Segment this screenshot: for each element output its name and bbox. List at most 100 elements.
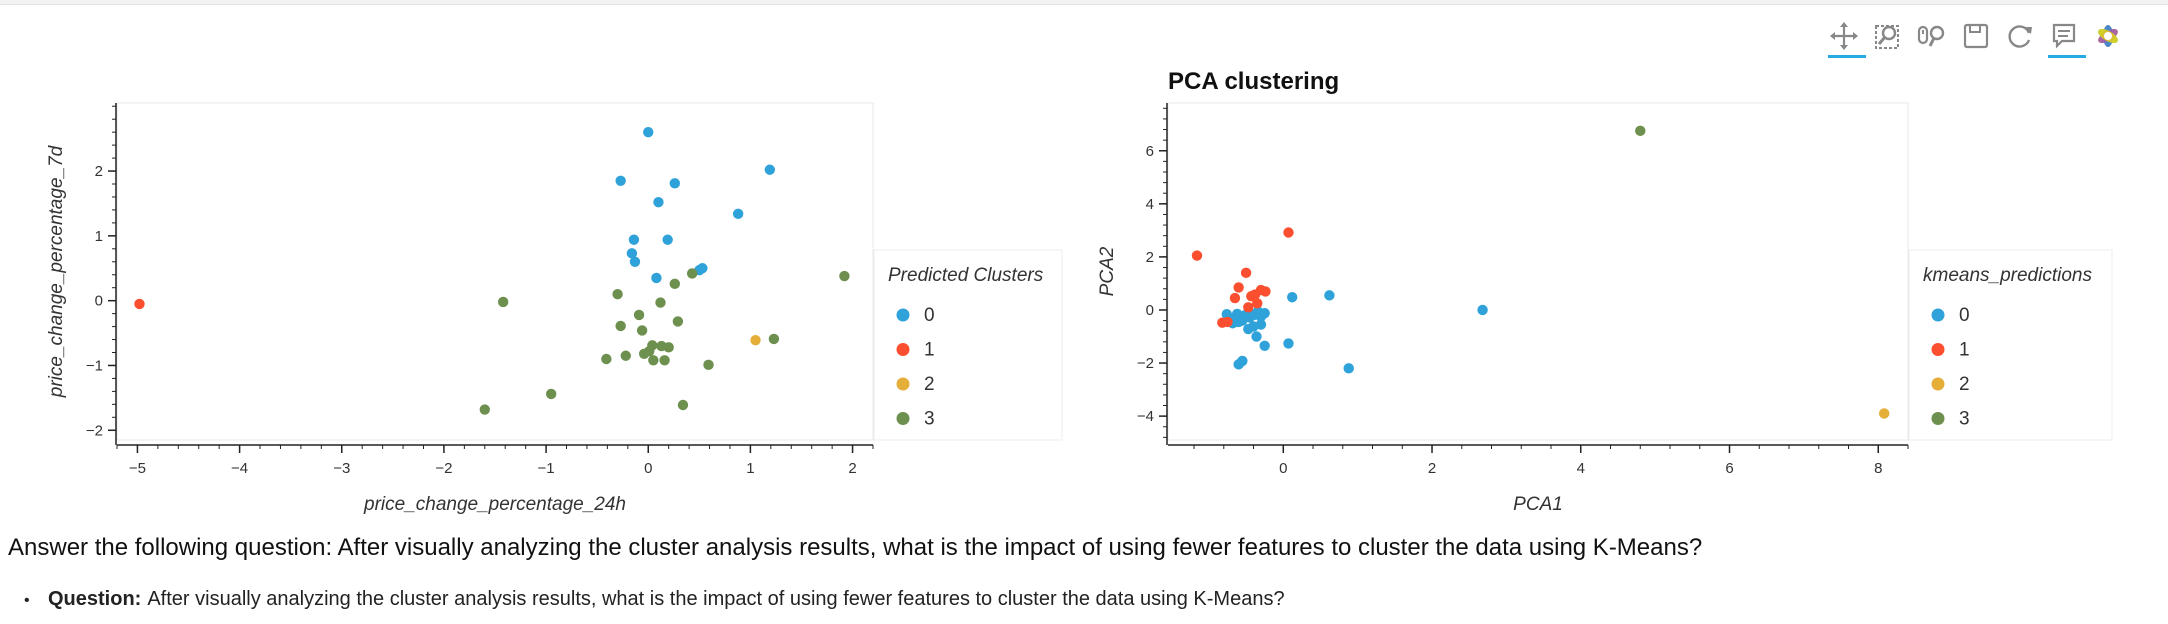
data-point-cluster-0 (1283, 338, 1294, 349)
data-point-cluster-0 (643, 126, 654, 138)
data-point-cluster-1 (1229, 292, 1241, 304)
data-point-cluster-1 (1260, 286, 1271, 297)
legend-swatch-1 (1931, 343, 1945, 356)
legend-label-1: 1 (924, 340, 935, 361)
legend-swatch-2 (1931, 377, 1945, 391)
legend-label-3: 3 (1959, 409, 1970, 430)
x-axis-label: PCA1 (1513, 494, 1563, 515)
data-point-cluster-3 (672, 316, 684, 327)
y-tick-label: 0 (95, 293, 103, 310)
legend-label-0: 0 (1959, 305, 1970, 326)
legend-label-3: 3 (924, 409, 935, 430)
x-tick-label: 2 (848, 460, 856, 477)
y-tick-label: −4 (1137, 408, 1154, 425)
data-point-cluster-3 (659, 355, 670, 366)
question-heading: Answer the following question: After vis… (8, 534, 1703, 561)
data-point-cluster-0 (1259, 340, 1270, 351)
data-point-cluster-1 (134, 298, 145, 310)
data-point-cluster-3 (648, 355, 659, 366)
y-tick-label: 4 (1146, 196, 1154, 213)
hover-tool-button[interactable] (2042, 16, 2086, 58)
plot-area (1167, 102, 1909, 441)
data-point-cluster-0 (615, 175, 626, 186)
question-text: After visually analyzing the cluster ana… (147, 588, 1285, 610)
data-point-cluster-3 (497, 296, 509, 308)
x-tick-label: 8 (1874, 460, 1882, 477)
y-tick-label: 2 (1146, 249, 1154, 266)
data-point-cluster-0 (1237, 315, 1248, 326)
x-tick-label: 1 (746, 460, 754, 477)
y-tick-label: 2 (95, 163, 103, 180)
data-point-cluster-3 (768, 333, 780, 345)
y-tick-label: −2 (86, 422, 103, 439)
data-point-cluster-3 (677, 399, 689, 411)
save-tool-button[interactable] (1954, 16, 1998, 56)
data-point-cluster-0 (651, 272, 662, 284)
data-point-cluster-1 (1191, 250, 1203, 261)
x-tick-label: −1 (538, 460, 555, 477)
bokeh-logo-icon (2098, 25, 2118, 47)
pan-tool-icon (1830, 22, 1858, 50)
data-point-cluster-3 (601, 353, 612, 365)
legend-swatch-0 (1931, 308, 1945, 322)
data-point-cluster-2 (1879, 408, 1890, 419)
save-tool-icon (1963, 23, 1989, 49)
y-tick-label: −2 (1137, 355, 1154, 372)
reset-tool-button[interactable] (1998, 16, 2042, 56)
x-tick-label: 4 (1577, 460, 1585, 477)
question-bullet: • Question: After visually analyzing the… (24, 588, 1285, 611)
box-zoom-tool-button[interactable] (1866, 16, 1910, 56)
data-point-cluster-3 (686, 268, 698, 279)
data-point-cluster-0 (732, 208, 744, 220)
pan-tool-button[interactable] (1822, 16, 1866, 58)
data-point-cluster-3 (663, 342, 674, 353)
wheel-zoom-tool-button[interactable] (1910, 16, 1954, 56)
y-tick-label: −1 (86, 357, 103, 374)
data-point-cluster-3 (620, 350, 631, 361)
data-point-cluster-1 (1233, 282, 1244, 293)
box-zoom-tool-icon (1875, 25, 1899, 49)
legend-swatch-3 (896, 412, 910, 425)
question-label: Question: (48, 588, 142, 610)
data-point-cluster-1 (1283, 227, 1294, 238)
data-point-cluster-0 (1255, 319, 1267, 330)
y-tick-label: 0 (1146, 302, 1154, 319)
x-tick-label: −3 (333, 460, 350, 477)
data-point-cluster-0 (764, 164, 776, 175)
y-axis-label: PCA2 (1097, 246, 1118, 296)
data-point-cluster-0 (669, 178, 681, 189)
data-point-cluster-1 (1243, 302, 1254, 313)
data-point-cluster-0 (662, 234, 673, 245)
bokeh-logo[interactable] (2086, 16, 2130, 56)
data-point-cluster-1 (1249, 289, 1261, 300)
data-point-cluster-0 (697, 263, 708, 274)
data-point-cluster-3 (615, 320, 626, 332)
hover-tool-icon (2052, 23, 2076, 49)
plot-area (116, 102, 874, 441)
data-point-cluster-3 (1635, 125, 1646, 137)
y-tick-label: 1 (95, 228, 103, 245)
y-axis-label: price_change_percentage_7d (46, 144, 67, 398)
chart-title: PCA clustering (1168, 68, 1339, 95)
legend-label-2: 2 (1959, 374, 1970, 395)
data-point-cluster-3 (633, 309, 645, 321)
legend-label-0: 0 (924, 305, 935, 326)
x-tick-label: 2 (1428, 460, 1436, 477)
data-point-cluster-3 (636, 325, 648, 336)
data-point-cluster-1 (1217, 317, 1228, 328)
data-point-cluster-0 (1287, 292, 1298, 303)
data-point-cluster-0 (653, 196, 664, 208)
data-point-cluster-1 (1252, 298, 1263, 309)
legend-swatch-3 (1931, 412, 1945, 425)
charts-canvas[interactable]: −5 −4 −3 −2 −1 0 1 2 −2 −1 0 1 2 price_change_percent… (0, 50, 2168, 520)
data-point-cluster-0 (1477, 304, 1488, 316)
x-axis-label: price_change_percentage_24h (363, 494, 626, 515)
x-tick-label: 6 (1725, 460, 1733, 477)
data-point-cluster-3 (638, 348, 650, 360)
data-point-cluster-0 (629, 256, 641, 267)
chart-2: PCA clustering 0 2 4 6 8 −4 −2 0 2 4 6 PCA1 PCA2 kmean… (1097, 68, 2113, 515)
legend-title: kmeans_predictions (1923, 265, 2092, 286)
data-point-cluster-3 (612, 288, 623, 300)
chart-1: −5 −4 −3 −2 −1 0 1 2 −2 −1 0 1 2 price_change_percent… (46, 102, 1063, 515)
data-point-cluster-3 (839, 270, 850, 282)
